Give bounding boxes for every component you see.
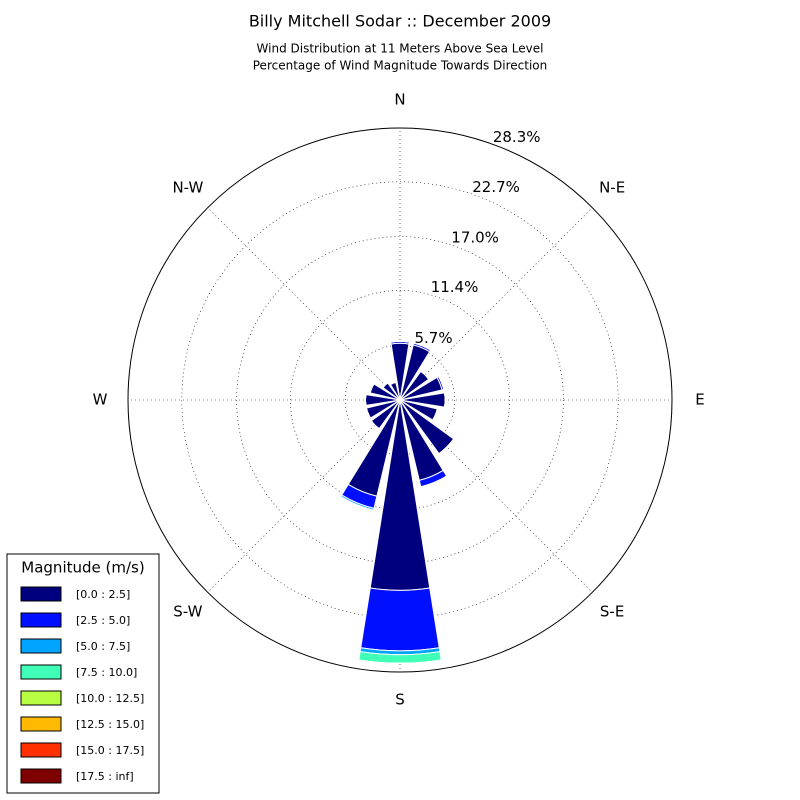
wedge bbox=[340, 496, 374, 511]
wedge bbox=[439, 439, 455, 455]
legend-label: [17.5 : inf] bbox=[76, 770, 134, 783]
chart-subtitle: Wind Distribution at 11 Meters Above Sea… bbox=[257, 42, 544, 56]
wedge bbox=[370, 420, 380, 430]
direction-label: N-E bbox=[599, 178, 625, 196]
legend-label: [0.0 : 2.5] bbox=[76, 588, 130, 601]
wedge bbox=[390, 381, 396, 385]
legend-swatch bbox=[20, 612, 62, 628]
legend-swatch bbox=[20, 768, 62, 784]
legend-title: Magnitude (m/s) bbox=[21, 559, 144, 577]
legend-swatch bbox=[20, 742, 62, 758]
wedge bbox=[420, 475, 447, 488]
wedge bbox=[420, 370, 430, 380]
legend-label: [10.0 : 12.5] bbox=[76, 692, 144, 705]
direction-label: S-W bbox=[173, 603, 202, 621]
legend-label: [15.0 : 17.5] bbox=[76, 744, 144, 757]
grid-spoke bbox=[399, 399, 593, 593]
direction-label: W bbox=[93, 391, 108, 409]
wedge bbox=[382, 382, 388, 388]
grid-circle bbox=[181, 181, 619, 619]
legend-swatch bbox=[20, 664, 62, 680]
legend-label: [7.5 : 10.0] bbox=[76, 666, 137, 679]
grid-circle bbox=[290, 290, 510, 510]
legend-swatch bbox=[20, 690, 62, 706]
legend-label: [5.0 : 7.5] bbox=[76, 640, 130, 653]
direction-label: N-W bbox=[172, 178, 203, 196]
grid-circle bbox=[344, 344, 456, 456]
legend-label: [2.5 : 5.0] bbox=[76, 614, 130, 627]
direction-label: E bbox=[695, 391, 704, 409]
r-tick-label: 28.3% bbox=[493, 128, 541, 146]
wedge bbox=[358, 659, 442, 664]
polar-frame bbox=[127, 127, 673, 673]
r-tick-label: 17.0% bbox=[451, 228, 499, 246]
r-tick-label: 22.7% bbox=[472, 178, 520, 196]
legend-swatch bbox=[20, 638, 62, 654]
direction-label: S bbox=[395, 691, 405, 709]
legend-label: [12.5 : 15.0] bbox=[76, 718, 144, 731]
direction-label: S-E bbox=[600, 603, 624, 621]
chart-title: Billy Mitchell Sodar :: December 2009 bbox=[249, 12, 551, 31]
grid-spoke bbox=[207, 399, 401, 593]
legend-swatch bbox=[20, 586, 62, 602]
r-tick-label: 5.7% bbox=[415, 329, 453, 347]
grid-spoke bbox=[399, 207, 593, 401]
chart-subtitle: Percentage of Wind Magnitude Towards Dir… bbox=[253, 59, 547, 73]
legend-swatch bbox=[20, 716, 62, 732]
wedge bbox=[360, 587, 440, 652]
wedge bbox=[444, 392, 446, 408]
r-tick-label: 11.4% bbox=[431, 278, 479, 296]
direction-label: N bbox=[394, 91, 405, 109]
grid-spoke bbox=[207, 207, 401, 401]
wedge bbox=[369, 383, 375, 393]
